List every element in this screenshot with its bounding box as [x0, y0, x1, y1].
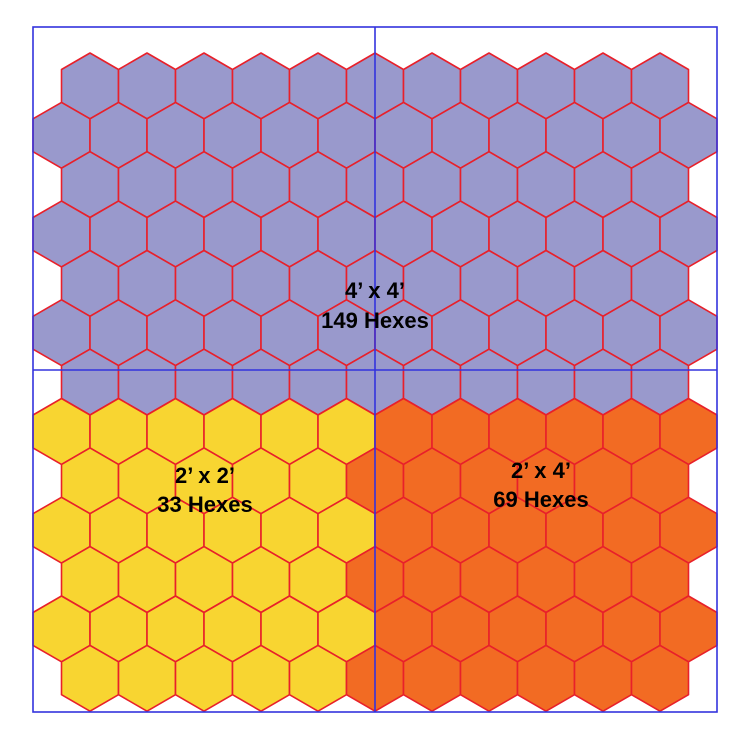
grid-lines	[32, 26, 718, 713]
label-2x2: 2’ x 2’ 33 Hexes	[157, 463, 252, 517]
label-4x4-count: 149 Hexes	[321, 308, 429, 333]
label-2x2-size: 2’ x 2’	[175, 463, 235, 488]
label-2x4-size: 2’ x 4’	[511, 458, 571, 483]
label-2x4: 2’ x 4’ 69 Hexes	[493, 458, 588, 512]
label-4x4: 4’ x 4’ 149 Hexes	[321, 278, 429, 333]
label-4x4-size: 4’ x 4’	[345, 278, 405, 303]
label-2x4-count: 69 Hexes	[493, 487, 588, 512]
label-2x2-count: 33 Hexes	[157, 492, 252, 517]
